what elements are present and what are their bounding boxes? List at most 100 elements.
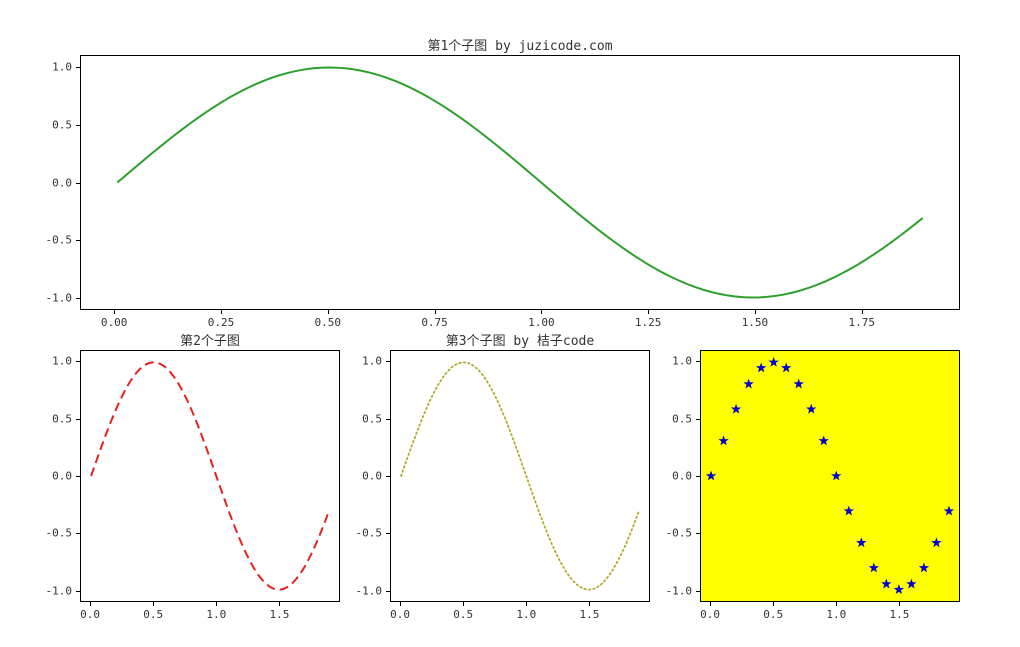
y-tick (386, 361, 390, 362)
chart-title: 第3个子图 by 桔子code (390, 330, 650, 349)
x-tick (836, 602, 837, 606)
x-tick (153, 602, 154, 606)
x-tick-label: 1.0 (516, 608, 536, 621)
y-tick (76, 240, 80, 241)
x-tick-label: 0.0 (700, 608, 720, 621)
star-marker (806, 404, 816, 414)
plot-frame (390, 350, 650, 602)
x-tick-label: 0.0 (80, 608, 100, 621)
x-tick-label: 1.00 (528, 316, 555, 329)
y-tick (76, 125, 80, 126)
star-marker (756, 362, 766, 372)
star-marker (768, 357, 778, 367)
plot-svg (81, 351, 339, 601)
y-tick-label: -0.5 (42, 527, 72, 540)
y-tick (76, 533, 80, 534)
x-tick (899, 602, 900, 606)
x-tick (541, 310, 542, 314)
x-tick-label: 1.5 (889, 608, 909, 621)
x-tick-label: 0.0 (390, 608, 410, 621)
y-tick (696, 476, 700, 477)
plot-frame (700, 350, 960, 602)
y-tick-label: 1.0 (352, 355, 382, 368)
subplot-sp1: 第1个子图 by juzicode.com0.000.250.500.751.0… (80, 55, 960, 310)
star-marker (919, 562, 929, 572)
x-tick-label: 1.0 (206, 608, 226, 621)
line-series (117, 67, 922, 297)
y-tick-label: 1.0 (42, 60, 72, 73)
x-tick (773, 602, 774, 606)
y-tick-label: 1.0 (662, 355, 692, 368)
x-tick (400, 602, 401, 606)
star-marker (856, 537, 866, 547)
x-tick-label: 0.5 (143, 608, 163, 621)
star-marker (718, 435, 728, 445)
y-tick (696, 591, 700, 592)
y-tick (76, 361, 80, 362)
x-tick (114, 310, 115, 314)
x-tick-label: 1.5 (269, 608, 289, 621)
y-tick-label: 1.0 (42, 355, 72, 368)
x-tick-label: 0.25 (208, 316, 235, 329)
x-tick (328, 310, 329, 314)
x-tick (589, 602, 590, 606)
y-tick (696, 533, 700, 534)
star-marker (743, 379, 753, 389)
star-marker (906, 579, 916, 589)
plot-svg (81, 56, 959, 309)
line-series (91, 362, 329, 589)
x-tick-label: 0.50 (315, 316, 342, 329)
x-tick-label: 0.5 (453, 608, 473, 621)
y-tick (386, 476, 390, 477)
y-tick (386, 419, 390, 420)
plot-svg (701, 351, 959, 601)
y-tick-label: 0.5 (42, 412, 72, 425)
x-tick (435, 310, 436, 314)
subplot-sp2: 第2个子图0.00.51.01.5-1.0-0.50.00.51.0 (80, 350, 340, 602)
line-series (401, 362, 639, 589)
y-tick-label: -1.0 (662, 584, 692, 597)
y-tick-label: 0.0 (42, 176, 72, 189)
y-tick-label: 0.0 (42, 470, 72, 483)
x-tick-label: 1.50 (742, 316, 769, 329)
x-tick (648, 310, 649, 314)
x-tick-label: 0.5 (763, 608, 783, 621)
x-tick-label: 1.25 (635, 316, 662, 329)
x-tick (279, 602, 280, 606)
chart-title: 第1个子图 by juzicode.com (80, 35, 960, 54)
plot-frame (80, 55, 960, 310)
y-tick (696, 361, 700, 362)
x-tick-label: 0.00 (101, 316, 128, 329)
y-tick-label: -1.0 (42, 584, 72, 597)
star-marker (781, 362, 791, 372)
star-marker (731, 404, 741, 414)
x-tick-label: 1.0 (826, 608, 846, 621)
y-tick (696, 419, 700, 420)
star-marker (881, 579, 891, 589)
x-tick (710, 602, 711, 606)
y-tick (386, 533, 390, 534)
x-tick (862, 310, 863, 314)
star-marker (706, 471, 716, 481)
y-tick (76, 476, 80, 477)
star-marker (844, 506, 854, 516)
y-tick-label: -0.5 (662, 527, 692, 540)
x-tick (463, 602, 464, 606)
star-marker (894, 584, 904, 594)
y-tick-label: -0.5 (352, 527, 382, 540)
y-tick (76, 298, 80, 299)
y-tick-label: 0.5 (352, 412, 382, 425)
figure-root: 第1个子图 by juzicode.com0.000.250.500.751.0… (0, 0, 1020, 647)
x-tick (755, 310, 756, 314)
star-marker (944, 506, 954, 516)
x-tick-label: 1.5 (579, 608, 599, 621)
y-tick-label: -0.5 (42, 234, 72, 247)
star-marker (869, 562, 879, 572)
y-tick-label: -1.0 (42, 292, 72, 305)
x-tick (90, 602, 91, 606)
y-tick (76, 183, 80, 184)
x-tick-label: 1.75 (848, 316, 875, 329)
subplot-sp4: 0.00.51.01.5-1.0-0.50.00.51.0 (700, 350, 960, 602)
plot-svg (391, 351, 649, 601)
x-tick (216, 602, 217, 606)
